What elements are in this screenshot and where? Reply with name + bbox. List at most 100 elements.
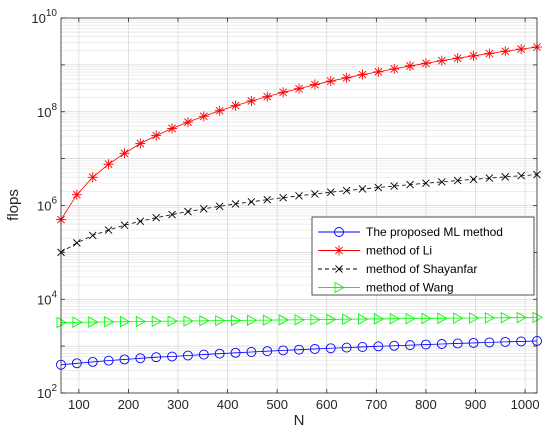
x-tick-label: 200 [118, 397, 140, 412]
y-tick-label: 108 [37, 102, 57, 120]
marker-stroke [453, 176, 462, 185]
legend-box [311, 216, 535, 296]
marker-stroke [469, 51, 478, 60]
y-tick-base: 10 [31, 11, 45, 26]
marker-stroke [358, 70, 367, 79]
data-point [326, 313, 337, 326]
data-point [436, 339, 447, 349]
marker-stroke [335, 246, 343, 255]
x-tick-label: 300 [167, 397, 189, 412]
legend-label: method of Wang [366, 281, 454, 295]
data-point [104, 226, 113, 234]
series-line [60, 317, 538, 323]
marker-stroke [422, 179, 430, 188]
y-tick-label: 1010 [31, 8, 57, 26]
legend-label: method of Li [366, 244, 432, 258]
data-point [167, 351, 178, 362]
data-point [72, 316, 83, 329]
marker-stroke [152, 131, 161, 140]
marker-stroke [184, 118, 192, 127]
data-point [135, 138, 146, 149]
data-point [151, 315, 163, 328]
legend-marker [334, 227, 344, 237]
data-point [326, 188, 335, 197]
data-point [262, 346, 273, 357]
marker-stroke [390, 64, 399, 73]
data-point [358, 313, 369, 325]
data-point [71, 358, 82, 369]
data-point [421, 312, 432, 325]
data-point [468, 50, 479, 61]
y-tick-base: 10 [37, 199, 51, 214]
data-point [500, 46, 511, 57]
data-point [389, 63, 400, 74]
data-point [453, 176, 462, 185]
marker-stroke [88, 173, 97, 182]
data-point [247, 197, 256, 206]
y-tick-label: 104 [37, 289, 57, 307]
marker-stroke [342, 73, 351, 82]
marker-stroke [215, 202, 224, 211]
data-point [198, 111, 209, 122]
data-point [230, 347, 241, 358]
data-point [73, 238, 81, 247]
y-tick-base: 10 [37, 292, 51, 307]
marker-stroke [422, 59, 430, 68]
data-point [151, 130, 162, 141]
marker-stroke [335, 265, 343, 273]
data-point [294, 83, 304, 94]
marker-stroke [231, 200, 240, 208]
data-point [405, 60, 416, 71]
data-point [357, 69, 368, 80]
data-point [167, 123, 178, 134]
data-point [325, 343, 336, 354]
marker-stroke [469, 175, 478, 184]
data-point [87, 172, 98, 183]
data-point [436, 55, 447, 66]
x-tick-label: 600 [316, 397, 338, 412]
y-tick-exponent: 10 [46, 8, 58, 19]
data-point [405, 340, 416, 351]
data-point [182, 117, 193, 128]
marker-stroke [437, 56, 446, 65]
legend-entry: method of Shayanfar [318, 262, 477, 276]
marker-stroke [501, 173, 510, 181]
data-point [484, 337, 495, 348]
y-tick-label: 102 [37, 383, 57, 401]
data-point [342, 186, 351, 195]
data-point [199, 315, 210, 327]
marker-stroke [406, 62, 414, 70]
marker-stroke [326, 77, 335, 86]
marker-stroke [295, 191, 303, 200]
data-point [453, 312, 464, 324]
x-tick-label: 500 [266, 397, 288, 412]
x-tick-label: 1000 [511, 397, 540, 412]
legend-label: method of Shayanfar [366, 262, 477, 276]
marker-stroke [104, 226, 113, 234]
marker-stroke [374, 183, 383, 192]
data-point [405, 312, 416, 325]
y-tick-exponent: 8 [51, 102, 57, 113]
marker-stroke [247, 197, 256, 206]
data-point [374, 183, 383, 192]
data-point [152, 213, 161, 222]
legend-marker [335, 265, 343, 273]
data-point [309, 79, 320, 90]
data-point [103, 159, 114, 170]
marker-stroke [279, 88, 288, 97]
data-point [56, 316, 67, 329]
data-point [390, 182, 399, 190]
data-point [469, 312, 480, 324]
data-point [184, 207, 192, 216]
data-point [168, 210, 176, 219]
data-point [294, 344, 304, 355]
y-tick-exponent: 4 [51, 289, 57, 300]
marker-stroke [437, 178, 446, 186]
data-point [104, 316, 115, 328]
data-point [310, 313, 321, 326]
data-point [262, 91, 273, 102]
marker-stroke [152, 213, 161, 222]
marker-stroke [73, 238, 81, 247]
marker-stroke [215, 106, 224, 115]
series-4 [56, 311, 543, 329]
